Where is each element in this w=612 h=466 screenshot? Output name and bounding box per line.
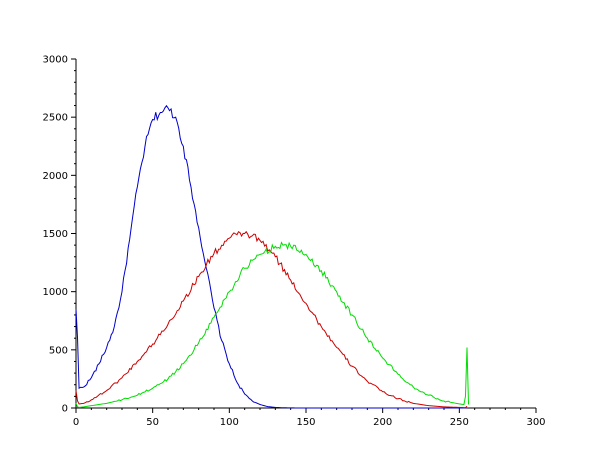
y-tick-label: 3000 (43, 55, 68, 66)
series-line-2 (75, 230, 468, 409)
x-tick-label: 200 (373, 417, 392, 428)
x-tick-label: 150 (296, 417, 315, 428)
y-tick-label: 500 (49, 345, 68, 356)
axes: 0 500 1000 1500 2000 2500 3000 0 50 100 150 200 250 3… (43, 55, 546, 429)
y-tick-label: 2000 (43, 171, 68, 182)
x-tick-label: 250 (450, 417, 469, 428)
y-tick-label: 1000 (43, 287, 68, 298)
y-tick-label: 2500 (43, 113, 68, 124)
x-tick-label: 0 (73, 417, 79, 428)
series-line-1 (75, 104, 467, 409)
series-line-3 (75, 241, 470, 408)
x-tick-label: 100 (220, 417, 239, 428)
series-layer (75, 104, 470, 409)
y-tick-label: 1500 (43, 229, 68, 240)
x-tick-label: 50 (146, 417, 159, 428)
x-tick-label: 300 (526, 417, 545, 428)
y-tick-label: 0 (62, 404, 68, 415)
